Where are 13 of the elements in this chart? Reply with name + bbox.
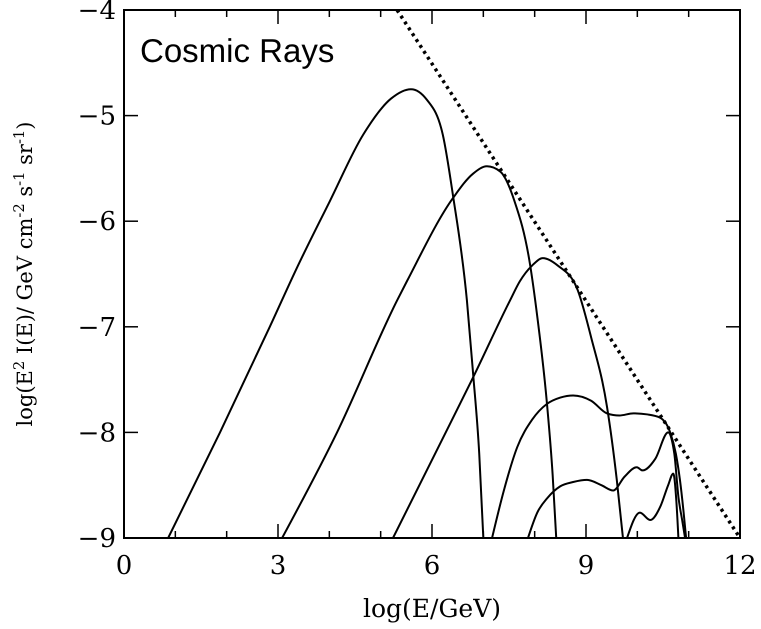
x-tick-label: 0 (116, 551, 132, 581)
y-tick-label: −5 (78, 102, 116, 132)
x-axis-title: log(E/GeV) (362, 594, 502, 623)
y-tick-label: −8 (78, 418, 116, 448)
y-tick-label: −4 (78, 0, 116, 26)
text: Cosmic Rays (140, 32, 334, 69)
y-tick-label: −7 (78, 312, 116, 343)
x-tick-label: 6 (424, 551, 440, 581)
x-tick-label: 12 (723, 551, 757, 581)
x-tick-label: 3 (270, 551, 286, 581)
x-tick-label: 9 (578, 551, 594, 581)
y-tick-label: −6 (78, 207, 116, 238)
y-tick-label: −9 (78, 524, 116, 554)
